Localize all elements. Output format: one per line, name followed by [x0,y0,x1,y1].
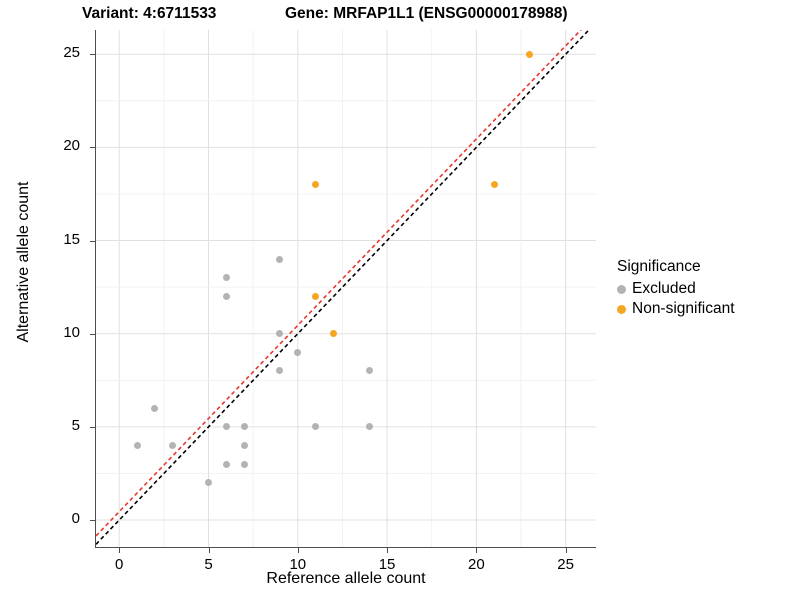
data-point [133,442,141,450]
legend-item[interactable]: Excluded [617,279,797,299]
data-point [312,292,320,300]
data-point [240,442,248,450]
data-point [151,404,159,412]
y-tick-label: 5 [71,416,80,434]
legend-items: Excluded Non-significant [617,279,797,319]
y-tick-mark [90,426,95,428]
data-point [312,423,320,431]
x-tick-mark [387,548,389,553]
x-axis-label: Reference allele count [266,570,426,587]
data-point [276,367,284,375]
y-tick-mark [90,147,95,149]
x-tick-label: 25 [557,556,574,573]
y-tick-mark [90,240,95,242]
data-point [490,181,498,189]
data-point [222,460,230,468]
data-point [312,181,320,189]
fit-line [96,30,582,537]
y-tick-label: 10 [63,323,80,341]
legend: Significance Excluded Non-significant [617,258,797,319]
y-tick-label: 25 [63,44,80,62]
legend-title: Significance [617,258,701,275]
y-tick-label: 0 [71,510,80,528]
gene-title: Gene: MRFAP1L1 (ENSG00000178988) [285,5,568,22]
legend-key-dot-icon [617,304,626,314]
variant-title: Variant: 4:6711533 [82,5,217,22]
y-axis-line [95,30,97,548]
data-point [222,292,230,300]
y-tick-label: 20 [63,137,80,155]
data-point [222,423,230,431]
x-tick-mark [208,548,210,553]
x-tick-mark [565,548,567,553]
x-tick-mark [119,548,121,553]
x-tick-label: 10 [289,556,307,573]
legend-key-dot-icon [617,284,626,294]
y-tick-mark [90,333,95,335]
x-axis-line [95,547,596,549]
legend-item-label: Excluded [632,280,696,297]
legend-item-label: Non-significant [632,300,735,317]
legend-item[interactable]: Non-significant [617,299,797,319]
plot-panel [96,30,596,548]
x-tick-mark [476,548,478,553]
identity-line [96,30,590,545]
x-tick-label: 20 [468,556,485,573]
data-point [276,255,284,263]
data-point [365,423,373,431]
y-tick-mark [90,520,95,522]
data-point [526,50,534,58]
data-point [276,330,284,338]
y-tick-mark [90,54,95,56]
data-points-layer [96,30,596,548]
data-point [240,423,248,431]
x-tick-mark [297,548,299,553]
reference-lines [96,30,590,545]
y-tick-label: 15 [63,230,80,248]
data-point [240,460,248,468]
data-point [169,442,177,450]
y-axis-label: Alternative allele count [15,181,32,343]
x-tick-label: 5 [204,556,213,573]
panel-background [96,30,596,548]
data-point [222,274,230,282]
data-point [205,479,212,487]
data-point [330,330,337,338]
data-point [294,348,302,356]
x-tick-label: 0 [115,556,124,573]
x-tick-label: 15 [378,556,396,573]
chart-title-bar: Variant: 4:6711533 Gene: MRFAP1L1 (ENSG0… [0,2,720,26]
data-point [365,367,373,375]
